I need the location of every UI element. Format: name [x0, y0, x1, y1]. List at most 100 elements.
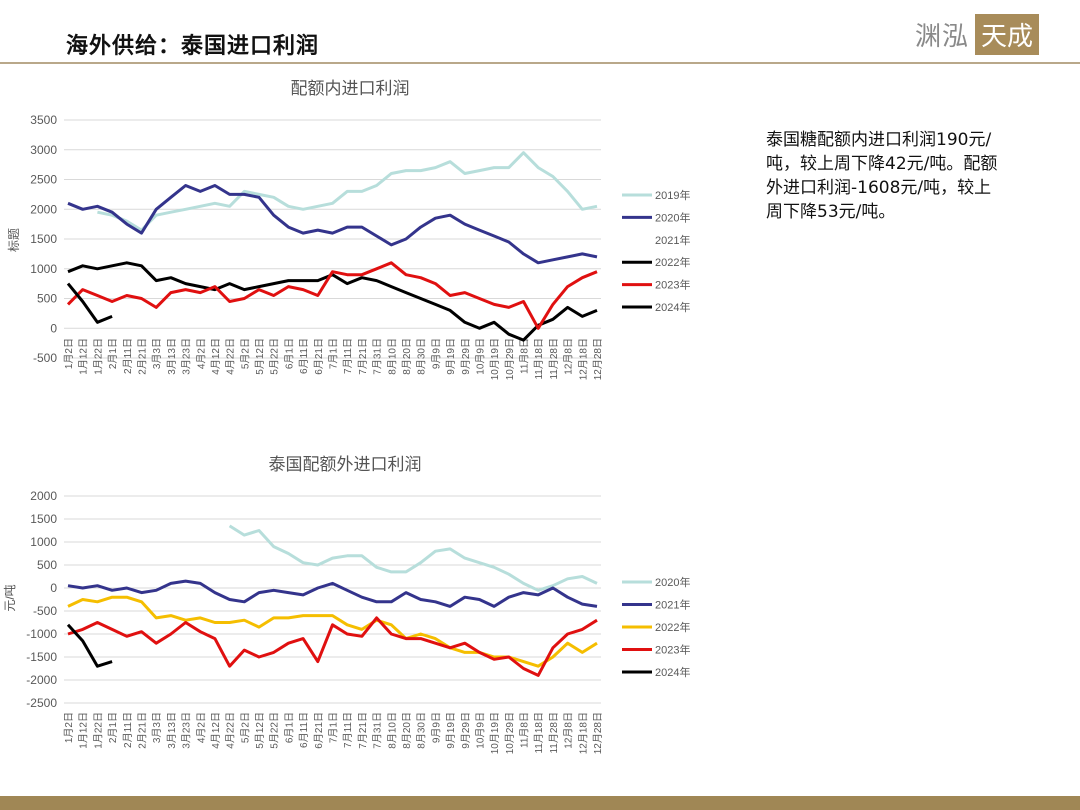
- y-tick-label: 2500: [30, 173, 57, 187]
- legend-label: 2020年: [655, 575, 690, 589]
- x-tick-label: 1月22日: [92, 712, 104, 749]
- x-tick-label: 9月9日: [430, 712, 442, 743]
- x-tick-label: 12月28日: [592, 338, 604, 380]
- x-tick-label: 11月18日: [533, 712, 545, 754]
- summary-note: 泰国糖配额内进口利润190元/吨，较上周下降42元/吨。配额外进口利润-1608…: [766, 130, 998, 222]
- legend-label: 2020年: [655, 210, 690, 224]
- x-tick-label: 3月3日: [151, 338, 163, 369]
- y-tick-label: 3500: [30, 113, 57, 127]
- x-tick-label: 5月12日: [254, 712, 266, 749]
- page-title: 海外供给：泰国进口利润: [66, 34, 320, 59]
- x-tick-label: 9月9日: [430, 338, 442, 369]
- x-tick-label: 11月8日: [519, 712, 531, 748]
- x-tick-label: 2月11日: [122, 338, 134, 374]
- y-axis-label: 标题: [7, 228, 21, 252]
- x-tick-label: 8月20日: [401, 338, 413, 375]
- x-tick-label: 4月2日: [195, 338, 207, 369]
- x-tick-label: 7月11日: [342, 712, 354, 748]
- x-tick-label: 5月12日: [254, 338, 266, 375]
- legend-label: 2021年: [655, 233, 690, 247]
- x-tick-label: 10月29日: [504, 338, 516, 380]
- y-axis-label: 元/吨: [3, 584, 17, 611]
- x-tick-label: 5月22日: [269, 338, 281, 375]
- x-tick-label: 9月19日: [445, 338, 457, 375]
- x-tick-label: 1月12日: [78, 338, 90, 375]
- x-tick-label: 1月12日: [78, 712, 90, 749]
- series-line-2022: [67, 595, 598, 668]
- x-tick-label: 3月23日: [181, 712, 193, 749]
- x-tick-label: 5月2日: [239, 338, 251, 369]
- x-tick-label: 10月29日: [504, 712, 516, 754]
- series-line-2024: [66, 623, 113, 668]
- x-tick-label: 7月1日: [328, 712, 340, 743]
- x-tick-label: 11月18日: [533, 338, 545, 380]
- x-tick-label: 10月19日: [489, 712, 501, 754]
- x-tick-label: 2月21日: [136, 338, 148, 375]
- x-tick-label: 2月21日: [136, 712, 148, 749]
- x-tick-label: 10月9日: [474, 712, 486, 749]
- x-tick-label: 8月30日: [416, 338, 428, 375]
- y-tick-label: 500: [37, 558, 57, 572]
- header-divider: [0, 62, 1080, 64]
- x-tick-label: 6月1日: [283, 338, 295, 369]
- series-line-2021: [67, 579, 598, 608]
- x-tick-label: 10月9日: [474, 338, 486, 375]
- x-tick-label: 8月10日: [386, 338, 398, 375]
- x-tick-label: 6月11日: [298, 338, 310, 374]
- legend-label: 2021年: [655, 598, 690, 612]
- x-tick-label: 6月21日: [313, 712, 325, 749]
- footer-bar: [0, 796, 1080, 810]
- x-tick-label: 5月2日: [239, 712, 251, 743]
- series-line-2024: [66, 282, 113, 324]
- x-tick-label: 10月19日: [489, 338, 501, 380]
- y-tick-label: 1500: [30, 232, 57, 246]
- x-tick-label: 4月22日: [225, 712, 237, 749]
- x-tick-label: 2月1日: [107, 712, 119, 743]
- x-tick-label: 8月10日: [386, 712, 398, 749]
- x-tick-label: 11月28日: [548, 712, 560, 754]
- x-tick-label: 6月21日: [313, 338, 325, 375]
- x-tick-label: 8月30日: [416, 712, 428, 749]
- x-tick-label: 7月11日: [342, 338, 354, 374]
- series-line-2020: [228, 524, 598, 592]
- y-tick-label: -500: [33, 604, 57, 618]
- x-tick-label: 12月8日: [563, 338, 575, 375]
- x-tick-label: 7月21日: [357, 338, 369, 375]
- series-line-2019: [97, 151, 598, 232]
- legend-label: 2022年: [655, 255, 690, 269]
- x-tick-label: 4月12日: [210, 712, 222, 749]
- y-tick-label: -1000: [26, 627, 57, 641]
- x-tick-label: 12月18日: [577, 712, 589, 754]
- x-tick-label: 3月3日: [151, 712, 163, 743]
- legend-label: 2024年: [655, 300, 690, 314]
- brand-logo: 渊泓 天成: [915, 14, 1040, 55]
- x-tick-label: 5月22日: [269, 712, 281, 749]
- x-tick-label: 4月22日: [225, 338, 237, 375]
- chart-title: 泰国配额外进口利润: [269, 455, 422, 474]
- x-tick-label: 6月11日: [298, 712, 310, 748]
- legend-label: 2019年: [655, 188, 690, 202]
- x-tick-label: 2月11日: [122, 712, 134, 748]
- legend-label: 2023年: [655, 643, 690, 657]
- series-line-2023: [66, 261, 598, 330]
- y-tick-label: 500: [37, 292, 57, 306]
- logo-text-left: 渊泓: [915, 22, 970, 52]
- y-tick-label: -2500: [26, 696, 57, 710]
- series-line-2023: [67, 616, 598, 677]
- chart-title: 配额内进口利润: [291, 79, 410, 98]
- logo-text-right: 天成: [975, 14, 1040, 55]
- x-tick-label: 7月31日: [372, 338, 384, 375]
- y-tick-label: 2000: [30, 489, 57, 503]
- x-tick-label: 12月28日: [592, 712, 604, 754]
- series-line-2022: [67, 261, 598, 342]
- x-tick-label: 11月28日: [548, 338, 560, 380]
- x-tick-label: 4月2日: [195, 712, 207, 743]
- y-tick-label: 3000: [30, 143, 57, 157]
- legend-label: 2024年: [655, 665, 690, 679]
- x-tick-label: 1月22日: [92, 338, 104, 375]
- x-tick-label: 3月13日: [166, 712, 178, 749]
- x-tick-label: 9月29日: [460, 338, 472, 375]
- x-tick-label: 3月23日: [181, 338, 193, 375]
- x-tick-label: 11月8日: [519, 338, 531, 374]
- x-tick-label: 7月1日: [328, 338, 340, 369]
